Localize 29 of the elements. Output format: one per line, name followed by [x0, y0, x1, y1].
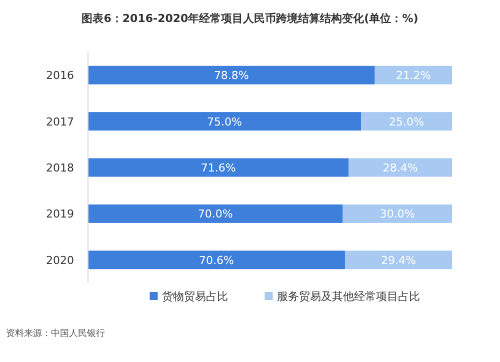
data-label: 28.4% — [382, 162, 418, 174]
data-label: 29.4% — [381, 254, 416, 267]
bar — [361, 112, 452, 131]
bar — [348, 158, 452, 177]
legend-label: 货物贸易占比 — [162, 290, 228, 303]
y-tick-label: 2017 — [46, 115, 74, 128]
legend-label: 服务贸易及其他经常项目占比 — [276, 290, 420, 303]
y-tick-label: 2018 — [46, 162, 74, 174]
data-label: 71.6% — [200, 162, 236, 174]
data-label: 70.6% — [199, 254, 234, 267]
bar — [88, 66, 375, 84]
chart-title: 图表6：2016-2020年经常项目人民币跨境结算结构变化(单位：%) — [82, 12, 418, 25]
bar — [88, 158, 349, 177]
data-label: 75.0% — [207, 115, 242, 128]
bar — [88, 204, 343, 223]
data-label: 21.2% — [396, 69, 431, 82]
y-tick-label: 2019 — [46, 208, 74, 221]
data-label: 70.0% — [198, 208, 233, 221]
bar — [374, 66, 452, 84]
data-label: 78.8% — [214, 69, 249, 82]
bar — [88, 112, 361, 131]
y-tick-label: 2016 — [46, 69, 74, 82]
bar — [342, 204, 452, 223]
y-tick-label: 2020 — [46, 254, 74, 267]
text: 资料来源：中国人民银行 — [6, 328, 105, 339]
data-label: 30.0% — [380, 208, 415, 221]
data-label: 25.0% — [389, 115, 424, 128]
bar — [88, 250, 345, 270]
bar — [344, 250, 452, 270]
